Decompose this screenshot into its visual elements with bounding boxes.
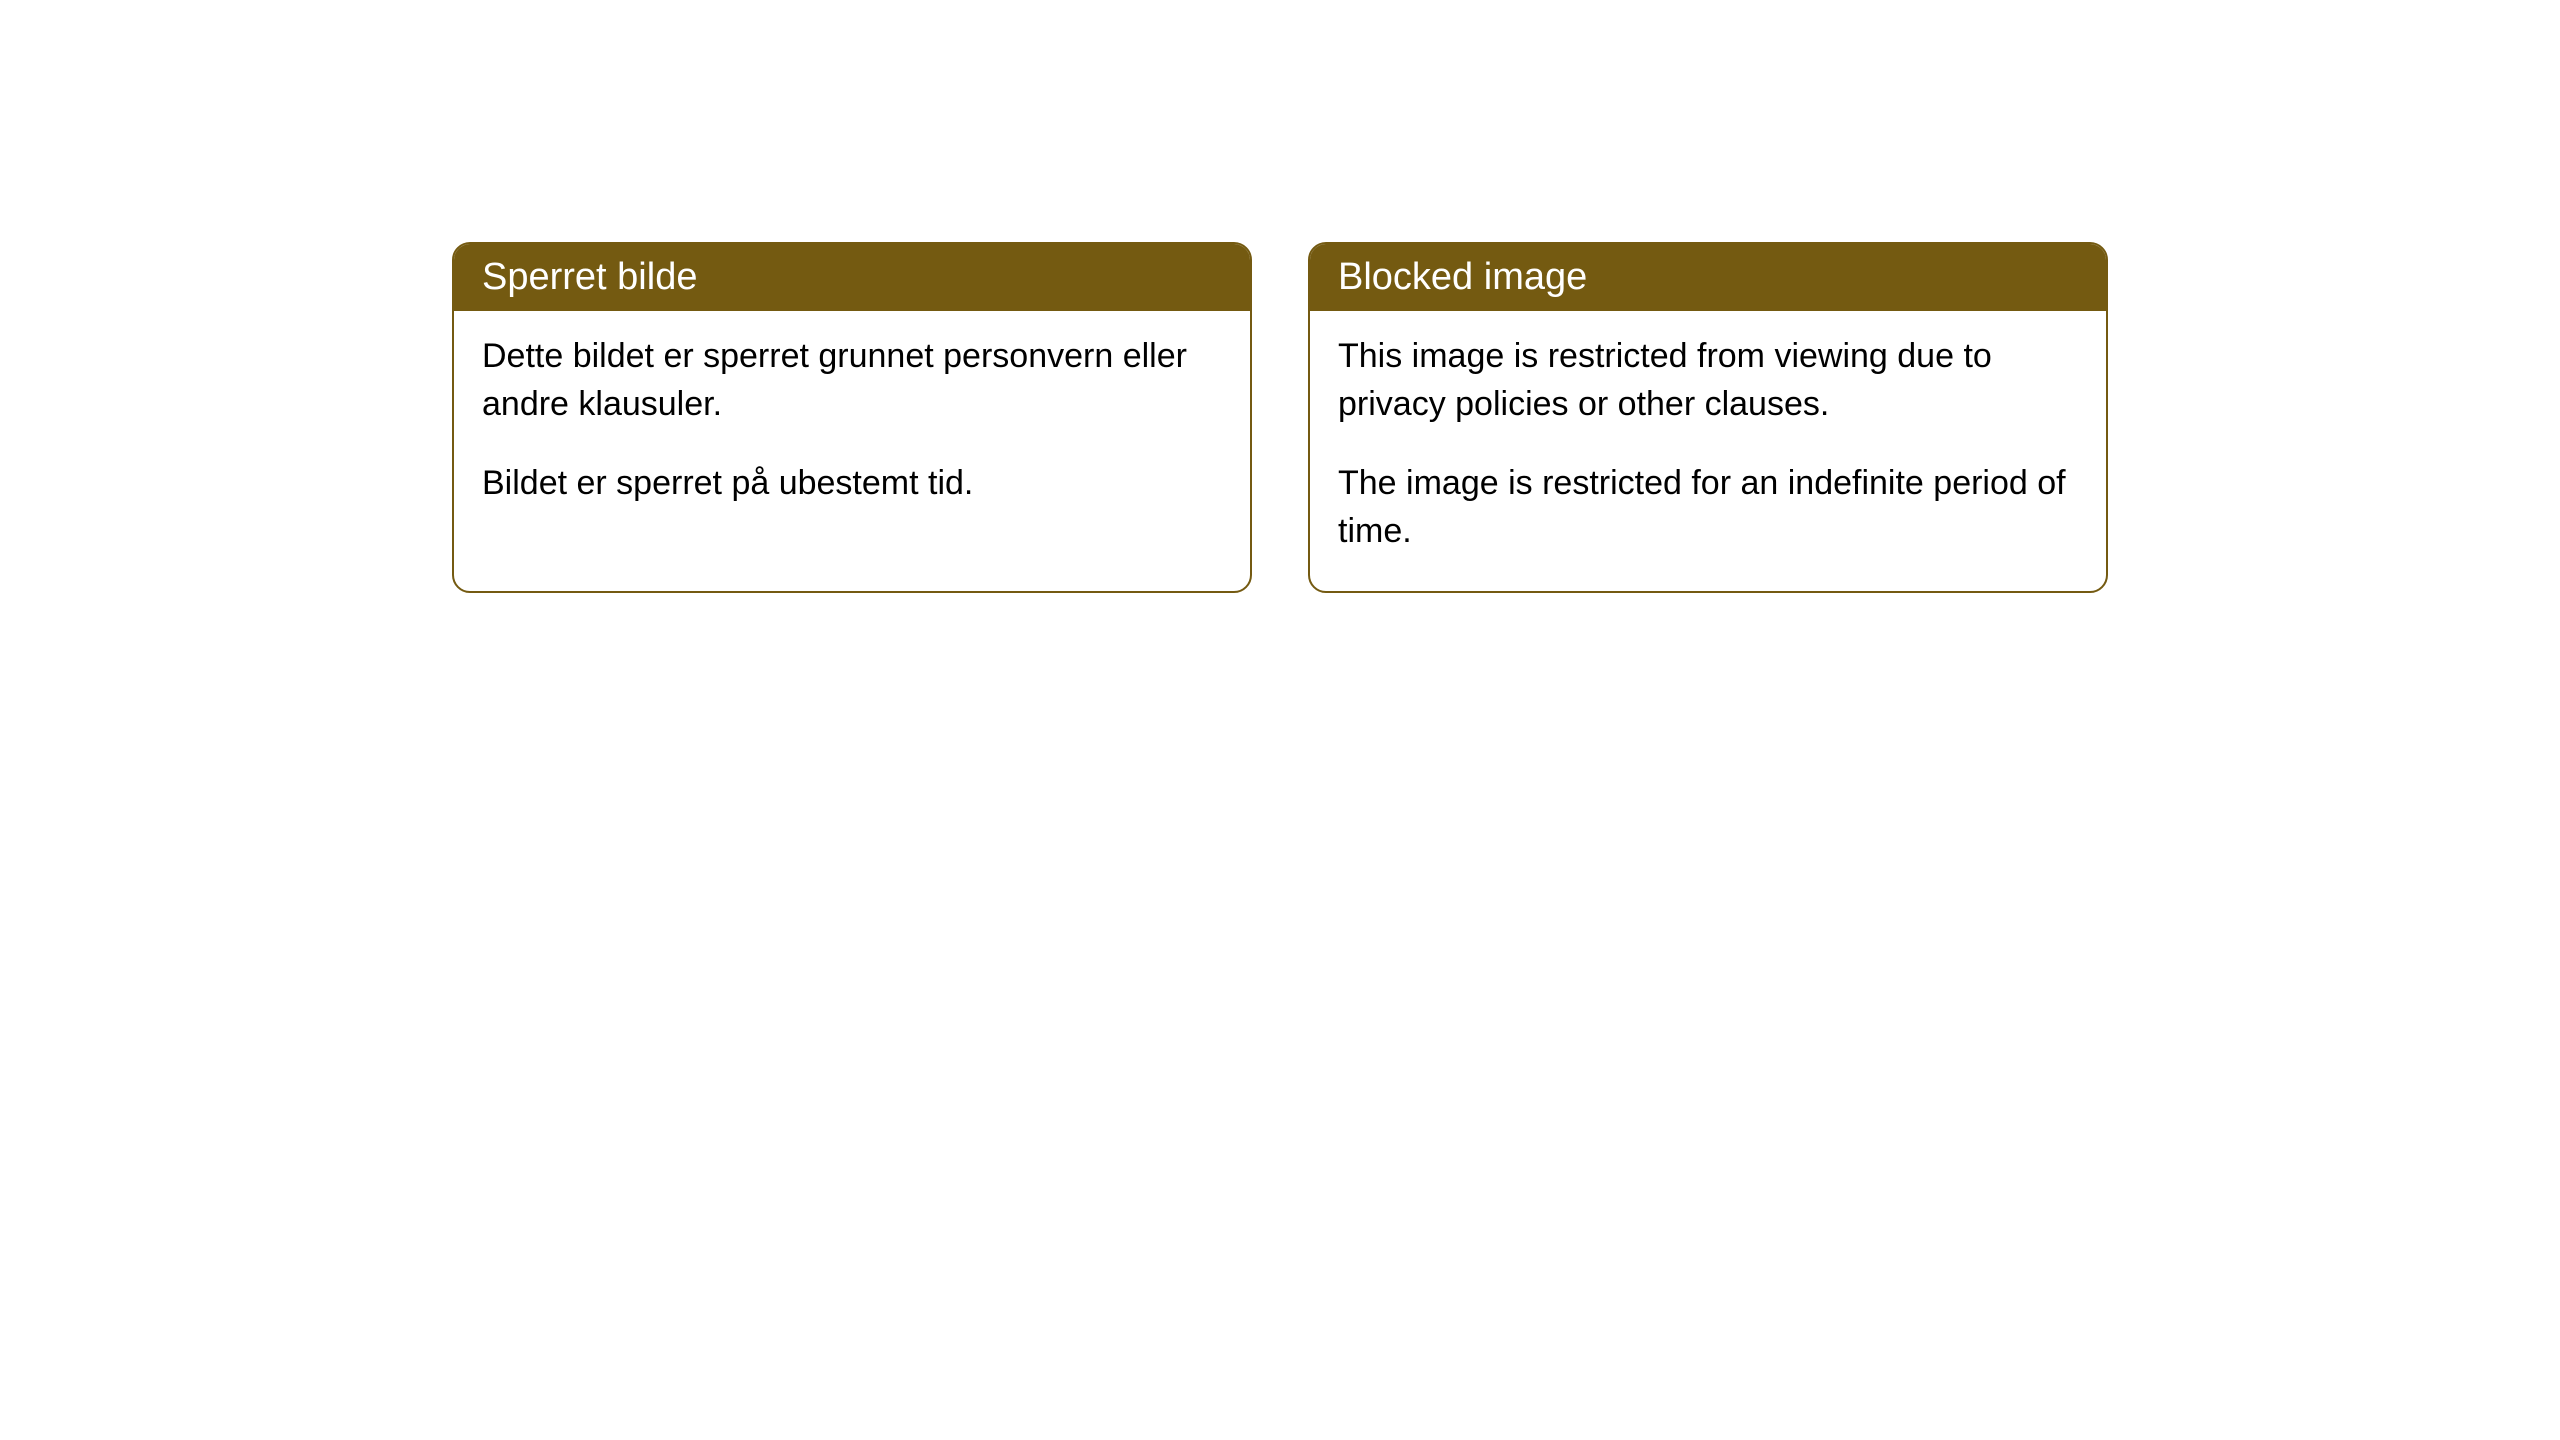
card-title: Sperret bilde [482, 256, 697, 298]
card-header-norwegian: Sperret bilde [454, 244, 1250, 311]
blocked-image-card-norwegian: Sperret bilde Dette bildet er sperret gr… [452, 242, 1252, 593]
card-text-2: The image is restricted for an indefinit… [1338, 460, 2078, 555]
card-body-norwegian: Dette bildet er sperret grunnet personve… [454, 311, 1250, 544]
card-body-english: This image is restricted from viewing du… [1310, 311, 2106, 591]
card-text-1: Dette bildet er sperret grunnet personve… [482, 333, 1222, 428]
card-header-english: Blocked image [1310, 244, 2106, 311]
blocked-image-card-english: Blocked image This image is restricted f… [1308, 242, 2108, 593]
card-text-2: Bildet er sperret på ubestemt tid. [482, 460, 1222, 508]
blocked-image-notices: Sperret bilde Dette bildet er sperret gr… [452, 242, 2108, 593]
card-title: Blocked image [1338, 256, 1587, 298]
card-text-1: This image is restricted from viewing du… [1338, 333, 2078, 428]
